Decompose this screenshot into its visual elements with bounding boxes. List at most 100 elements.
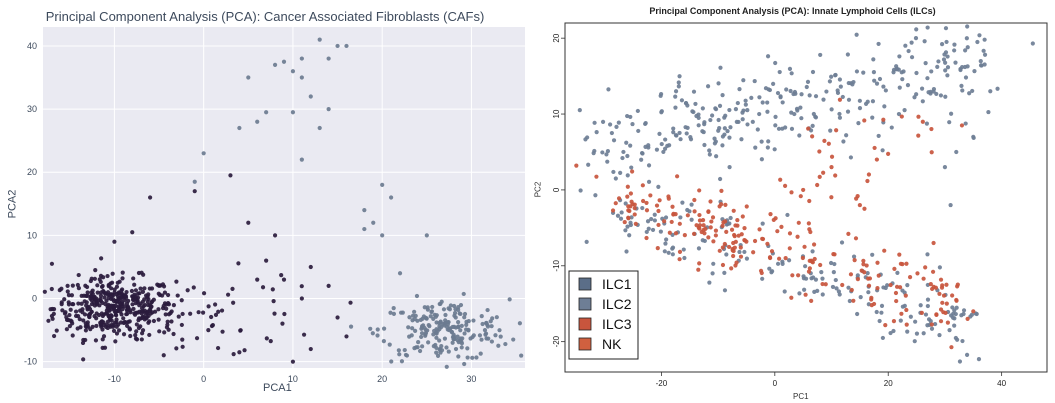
data-point	[741, 108, 746, 113]
data-point	[837, 97, 843, 102]
data-point	[81, 357, 86, 362]
data-point	[156, 307, 161, 312]
data-point	[857, 202, 862, 208]
data-point	[883, 323, 888, 328]
data-point	[659, 141, 664, 147]
data-point	[948, 202, 953, 208]
data-point	[646, 163, 652, 168]
data-point	[982, 37, 987, 42]
data-point	[880, 335, 885, 341]
data-point	[971, 309, 976, 314]
data-point	[118, 295, 124, 300]
data-point	[317, 37, 322, 42]
data-point	[692, 197, 697, 203]
data-point	[713, 233, 718, 238]
data-point	[896, 111, 902, 117]
data-point	[940, 300, 945, 305]
data-point	[138, 324, 143, 329]
data-point	[925, 297, 931, 302]
data-point	[626, 208, 631, 213]
data-point	[442, 336, 448, 341]
data-point	[456, 324, 461, 329]
data-point	[833, 277, 838, 283]
data-point	[691, 231, 697, 236]
data-point	[724, 252, 729, 257]
data-point	[881, 117, 886, 122]
data-point	[706, 235, 711, 240]
data-point	[701, 129, 706, 135]
data-point	[707, 152, 712, 157]
data-point	[344, 43, 349, 49]
data-point	[920, 99, 925, 104]
data-point	[112, 287, 117, 292]
data-point	[624, 249, 629, 254]
data-point	[78, 325, 83, 330]
data-point	[131, 276, 136, 281]
data-point	[104, 291, 109, 296]
data-point	[97, 303, 102, 308]
data-point	[739, 232, 744, 237]
data-point	[655, 246, 660, 251]
data-point	[794, 106, 800, 111]
data-point	[769, 249, 775, 254]
data-point	[871, 301, 877, 307]
data-point	[819, 269, 824, 275]
data-point	[270, 287, 275, 292]
data-point	[870, 99, 876, 104]
data-point	[81, 293, 87, 298]
data-point	[866, 172, 872, 177]
data-point	[592, 120, 597, 125]
data-point	[119, 288, 124, 293]
data-point	[949, 111, 954, 116]
data-point	[180, 344, 185, 349]
data-point	[98, 290, 104, 295]
data-point	[790, 273, 795, 278]
data-point	[780, 261, 785, 266]
data-point	[877, 76, 883, 82]
data-point	[453, 346, 459, 352]
data-point	[380, 233, 385, 238]
data-point	[663, 137, 668, 142]
data-point	[148, 195, 153, 200]
data-point	[760, 236, 765, 241]
data-point	[783, 256, 788, 261]
data-point	[796, 220, 801, 225]
data-point	[739, 137, 744, 142]
data-point	[891, 70, 896, 75]
data-point	[652, 212, 657, 217]
data-point	[326, 283, 331, 289]
data-point	[497, 328, 502, 333]
data-point	[824, 89, 829, 94]
data-point	[861, 258, 866, 263]
data-point	[711, 239, 716, 244]
data-point	[290, 69, 296, 74]
data-point	[156, 291, 161, 296]
data-point	[76, 286, 81, 291]
x-tick-label: 10	[288, 374, 298, 384]
data-point	[120, 276, 125, 281]
data-point	[755, 127, 760, 132]
y-tick-label: 30	[27, 104, 37, 114]
data-point	[94, 298, 99, 303]
data-point	[73, 309, 79, 314]
data-point	[644, 235, 649, 241]
data-point	[882, 248, 887, 253]
data-point	[82, 299, 87, 304]
data-point	[458, 311, 463, 317]
data-point	[192, 179, 197, 184]
data-point	[281, 59, 287, 64]
data-point	[963, 75, 969, 80]
data-point	[335, 315, 340, 320]
data-point	[737, 249, 742, 255]
data-point	[109, 318, 114, 323]
data-point	[919, 86, 925, 91]
data-point	[716, 117, 721, 123]
data-point	[929, 322, 934, 327]
y-tick-label: 40	[27, 41, 37, 51]
data-point	[826, 141, 831, 146]
data-point	[788, 88, 793, 94]
data-point	[735, 217, 740, 223]
data-point	[681, 247, 686, 252]
data-point	[126, 298, 131, 303]
data-point	[922, 39, 927, 44]
